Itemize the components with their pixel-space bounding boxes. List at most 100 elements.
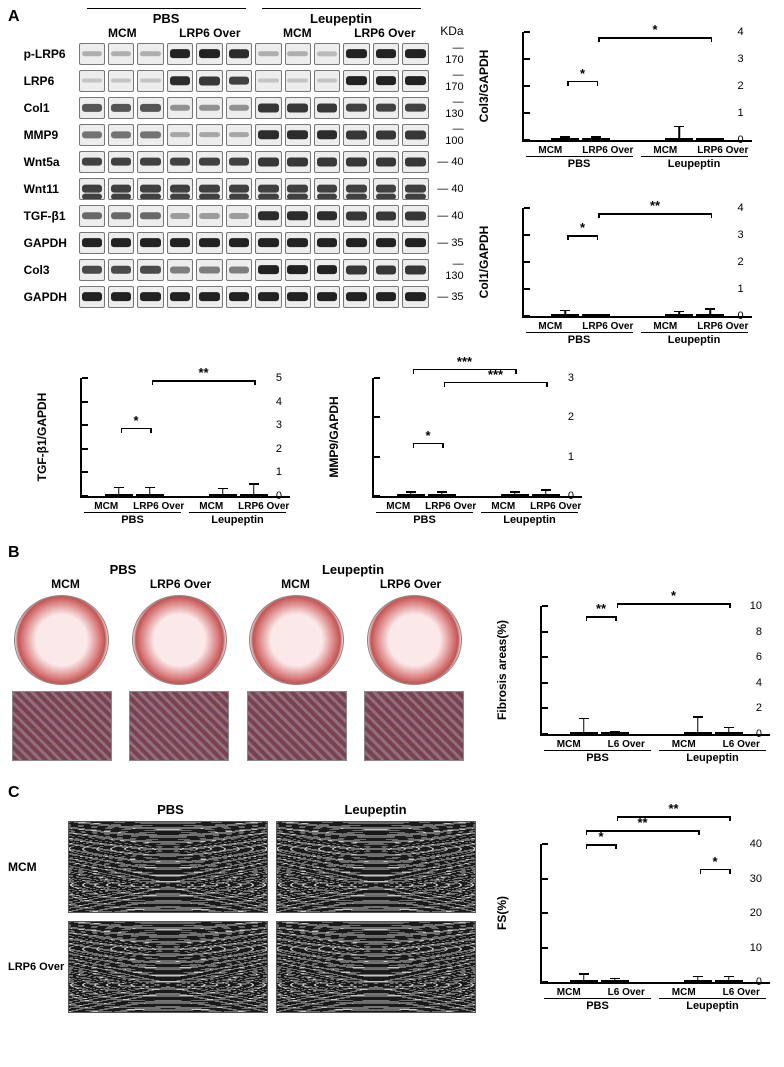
bar xyxy=(665,314,693,316)
bar xyxy=(582,314,610,316)
wb-lane xyxy=(314,205,340,227)
x-group-label: PBS xyxy=(84,512,181,526)
x-tick-label: MCM xyxy=(637,145,695,156)
wb-lane xyxy=(196,124,222,146)
x-tick-label: MCM xyxy=(655,987,713,998)
bar xyxy=(665,138,693,140)
x-tick-label: MCM xyxy=(540,739,598,750)
wb-lane xyxy=(137,259,163,281)
wb-lane xyxy=(137,151,163,173)
bar xyxy=(209,494,237,496)
wb-lane xyxy=(196,259,222,281)
wb-lane xyxy=(255,286,281,308)
y-axis-title: MMP9/GAPDH xyxy=(327,396,341,477)
wb-lane xyxy=(196,43,222,65)
wb-lane xyxy=(226,232,252,254)
wb-lane xyxy=(108,70,134,92)
panel-b: B PBS Leupeptin MCM LRP6 Over MCM LRP6 O… xyxy=(8,544,776,764)
histology-cross-section xyxy=(14,595,109,685)
wb-lane xyxy=(255,178,281,200)
histology-cross-section xyxy=(367,595,462,685)
wb-lane xyxy=(108,43,134,65)
bar xyxy=(136,494,164,496)
wb-lane xyxy=(343,43,369,65)
wb-lane xyxy=(79,259,105,281)
wb-lane xyxy=(226,178,252,200)
wb-treat-1: Leupeptin xyxy=(262,8,421,26)
wb-lane xyxy=(285,43,311,65)
wb-row: Wnt5a40 xyxy=(24,148,464,175)
wb-lane xyxy=(108,205,134,227)
wb-treat-header: PBS Leupeptin xyxy=(24,8,464,26)
wb-lane xyxy=(108,259,134,281)
x-group-label: PBS xyxy=(526,156,633,170)
wb-lane xyxy=(285,70,311,92)
wb-lane xyxy=(402,286,428,308)
wb-row: GAPDH35 xyxy=(24,229,464,256)
wb-mw-label: 40 xyxy=(429,156,464,168)
wb-lane xyxy=(373,151,399,173)
chart-tgfb: 012345TGF-β1/GAPDH*** MCMLRP6 OverMCMLRP… xyxy=(38,354,290,526)
wb-lane xyxy=(285,124,311,146)
wb-lane xyxy=(79,97,105,119)
significance-marker: ** xyxy=(650,198,660,213)
bar xyxy=(715,732,743,734)
x-group-label: Leupeptin xyxy=(481,512,578,526)
wb-lane xyxy=(373,205,399,227)
echo-mmode xyxy=(276,921,476,1013)
x-group-label: Leupeptin xyxy=(659,750,766,764)
significance-marker: * xyxy=(425,428,430,443)
wb-lane xyxy=(167,205,193,227)
wb-protein-label: GAPDH xyxy=(24,290,79,304)
wb-lane xyxy=(343,205,369,227)
bar xyxy=(601,980,629,982)
wb-lane xyxy=(343,178,369,200)
x-tick-label: MCM xyxy=(185,501,238,512)
significance-marker: * xyxy=(712,854,717,869)
x-group-label: PBS xyxy=(544,750,651,764)
wb-lane xyxy=(137,178,163,200)
bar xyxy=(397,494,425,496)
wb-lane xyxy=(167,70,193,92)
significance-marker: ** xyxy=(596,601,606,616)
y-axis-title: Fibrosis areas(%) xyxy=(495,620,509,720)
wb-protein-label: p-LRP6 xyxy=(24,47,79,61)
wb-lane xyxy=(314,97,340,119)
wb-lane xyxy=(137,97,163,119)
x-tick-label: LRP6 Over xyxy=(425,501,478,512)
wb-row: p-LRP6170 xyxy=(24,40,464,67)
wb-mw-label: 170 xyxy=(429,69,464,93)
wb-lane xyxy=(79,178,105,200)
wb-lane xyxy=(343,286,369,308)
wb-lane xyxy=(373,97,399,119)
x-tick-label: L6 Over xyxy=(713,987,771,998)
bar xyxy=(696,138,724,140)
wb-lane xyxy=(255,205,281,227)
wb-lane xyxy=(343,259,369,281)
wb-lane xyxy=(79,124,105,146)
y-axis-title: Col1/GAPDH xyxy=(477,226,491,299)
wb-lane xyxy=(343,232,369,254)
wb-lane xyxy=(373,70,399,92)
chart-mmp9: 0123MMP9/GAPDH******* MCMLRP6 OverMCMLRP… xyxy=(330,354,582,526)
bar xyxy=(501,494,529,496)
panel-a-label: A xyxy=(8,8,20,346)
wb-lane xyxy=(314,70,340,92)
x-tick-label: MCM xyxy=(540,987,598,998)
wb-lane xyxy=(402,151,428,173)
wb-lane xyxy=(402,205,428,227)
wb-lane xyxy=(343,124,369,146)
chart-fibrosis: 0246810Fibrosis areas(%)*** MCML6 OverMC… xyxy=(498,582,770,764)
wb-mw-label: 130 xyxy=(429,96,464,120)
bar xyxy=(601,732,629,734)
x-tick-label: LRP6 Over xyxy=(238,501,291,512)
wb-mw-label: 100 xyxy=(429,123,464,147)
wb-group-header: MCM LRP6 Over MCM LRP6 Over xyxy=(79,26,429,40)
echo-row-label: LRP6 Over xyxy=(8,961,68,973)
bar xyxy=(551,314,579,316)
wb-lane xyxy=(196,232,222,254)
bar xyxy=(551,138,579,140)
wb-row: Col1130 xyxy=(24,94,464,121)
wb-lane xyxy=(79,70,105,92)
x-group-label: Leupeptin xyxy=(659,998,766,1012)
